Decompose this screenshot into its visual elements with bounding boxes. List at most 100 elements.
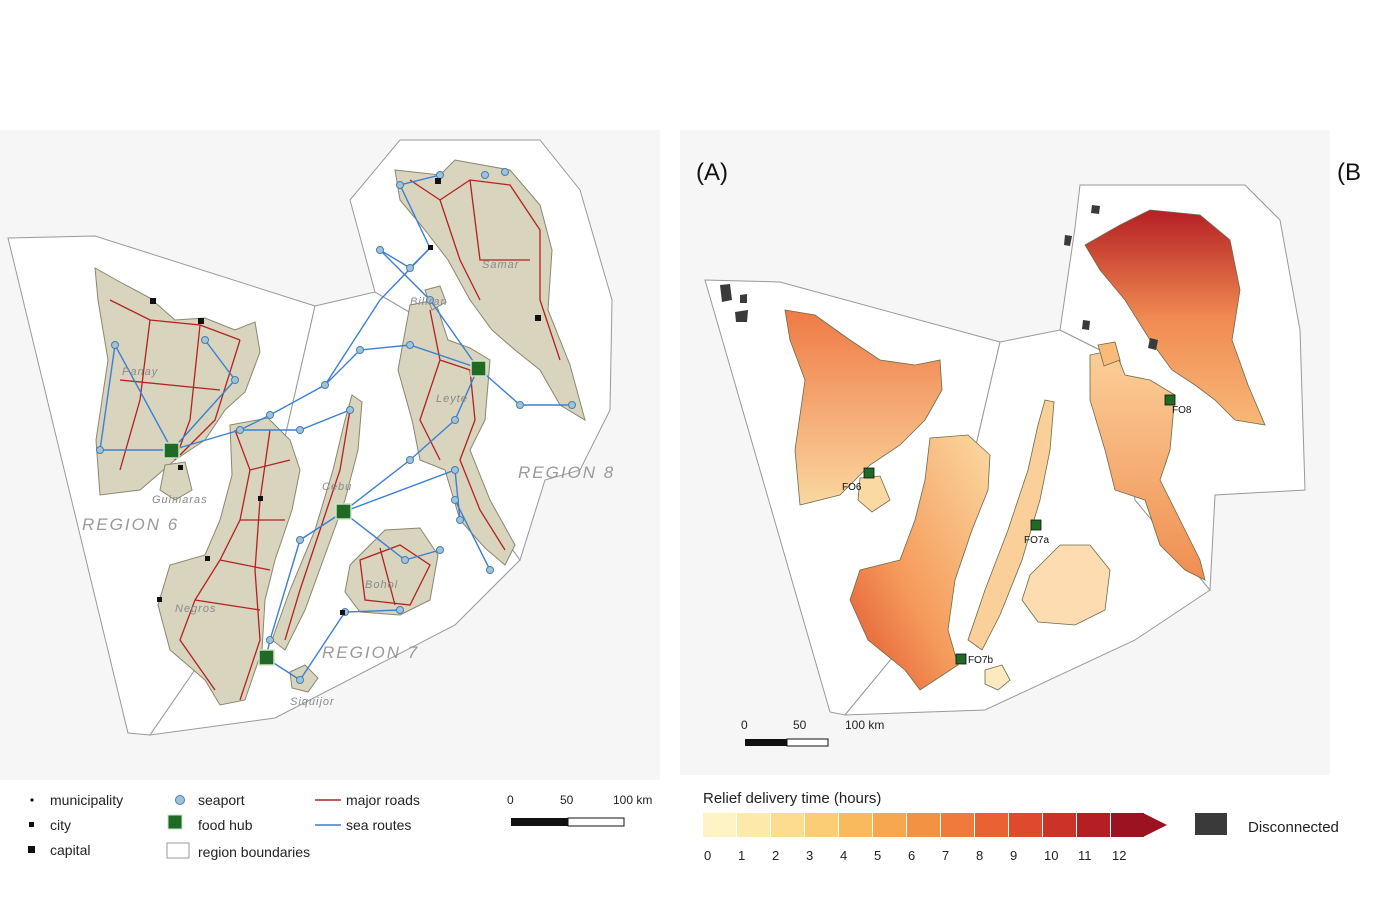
scale-left-50: 50 xyxy=(560,793,574,807)
colorbar-cell xyxy=(1043,813,1076,837)
island-bohol xyxy=(344,527,439,616)
heat-island-bohol xyxy=(1021,544,1111,626)
heat-island-biliran xyxy=(1097,341,1121,367)
scale-right-bar-white xyxy=(786,738,829,747)
legend-municipality: municipality xyxy=(50,792,123,808)
colorbar-cell xyxy=(703,813,736,837)
right-map: FO6 FO7a FO7b FO8 (A) (B 0 50 100 km xyxy=(680,130,1361,775)
island-label-biliran: Biliran xyxy=(410,296,448,308)
heat-island-leyte xyxy=(1089,349,1206,581)
colorbar-arrow xyxy=(1143,813,1167,837)
region-boundary-symbol xyxy=(166,842,190,859)
heat-island-negros xyxy=(849,434,991,691)
capital-symbol xyxy=(28,846,35,853)
scale-right-50: 50 xyxy=(793,718,807,732)
colorbar-tick-label: 0 xyxy=(704,848,711,863)
disconnected-swatch xyxy=(1195,813,1227,835)
colorbar-tick-label: 3 xyxy=(806,848,813,863)
island-siquijor xyxy=(289,664,319,693)
island-label-negros: Negros xyxy=(175,603,216,615)
island-label-leyte: Leyte xyxy=(436,393,468,405)
heat-island-samar xyxy=(1084,209,1266,426)
colorbar-cell xyxy=(1077,813,1110,837)
island-label-panay: Panay xyxy=(122,366,159,378)
colorbar-tick-label: 6 xyxy=(908,848,915,863)
hub-label-fo7a: FO7a xyxy=(1024,535,1049,546)
hub-fo7a xyxy=(1030,519,1042,531)
scale-left-bar-white xyxy=(567,817,625,827)
disconnected-islands xyxy=(720,205,1158,350)
panel-label-a: (A) xyxy=(696,159,728,186)
colorbar-tick-label: 2 xyxy=(772,848,779,863)
seaports xyxy=(96,168,576,684)
legend-city: city xyxy=(50,817,71,833)
island-guimaras xyxy=(159,461,193,501)
island-label-samar: Samar xyxy=(482,259,520,271)
cities xyxy=(150,178,541,615)
colorbar-cell xyxy=(737,813,770,837)
colorbar-cell xyxy=(975,813,1008,837)
food-hubs-left xyxy=(163,360,487,666)
colorbar-cell xyxy=(805,813,838,837)
heat-island-cebu xyxy=(967,399,1055,651)
scale-left-100: 100 km xyxy=(613,793,652,807)
left-legend: municipality city capital seaport food h… xyxy=(28,792,652,860)
colorbar-cell xyxy=(873,813,906,837)
colorbar-tick-label: 11 xyxy=(1078,848,1092,863)
island-label-bohol: Bohol xyxy=(365,579,398,591)
region-label-6: REGION 6 xyxy=(82,515,179,534)
colorbar-tick-label: 5 xyxy=(874,848,881,863)
colorbar-tick-label: 7 xyxy=(942,848,949,863)
legend-seaport: seaport xyxy=(198,792,245,808)
city-symbol xyxy=(29,822,34,827)
colorbar-cell xyxy=(907,813,940,837)
colorbar-tick-label: 9 xyxy=(1010,848,1017,863)
hub-label-fo6: FO6 xyxy=(842,482,862,493)
colorbar-tick-label: 1 xyxy=(738,848,745,863)
hub-fo8 xyxy=(1164,394,1176,406)
scale-left-bar-black xyxy=(511,818,568,826)
colorbar-cell xyxy=(839,813,872,837)
legend-capital: capital xyxy=(50,842,90,858)
scale-right-100: 100 km xyxy=(845,718,884,732)
colorbar-cell xyxy=(941,813,974,837)
colorbar-cells xyxy=(703,813,1144,837)
heat-island-panay xyxy=(784,309,943,506)
hub-label-fo8: FO8 xyxy=(1172,405,1192,416)
colorbar-cell xyxy=(1111,813,1144,837)
colorbar-tick-label: 4 xyxy=(840,848,847,863)
island-panay xyxy=(94,267,261,496)
disconnected-label: Disconnected xyxy=(1248,819,1339,836)
legend-region-boundaries: region boundaries xyxy=(198,844,310,860)
colorbar-tick-label: 8 xyxy=(976,848,983,863)
colorbar-title: Relief delivery time (hours) xyxy=(703,790,881,807)
scale-right-bar-black xyxy=(745,739,787,746)
island-label-cebu: Cebu xyxy=(322,481,352,493)
municipality-symbol xyxy=(30,798,34,802)
island-samar xyxy=(394,159,586,422)
colorbar-ticks: 0 1 2 3 4 5 6 7 8 9 10 11 12 xyxy=(704,848,1126,863)
island-cebu xyxy=(271,394,363,651)
island-label-guimaras: Guimaras xyxy=(152,494,208,506)
food-hub-symbol xyxy=(167,814,183,830)
hub-fo7b xyxy=(955,653,967,665)
legend-major-roads: major roads xyxy=(346,792,420,808)
major-roads xyxy=(109,179,561,701)
food-hubs-right xyxy=(863,394,1176,665)
heat-island-siquijor xyxy=(984,664,1011,691)
legend-food-hub: food hub xyxy=(198,817,253,833)
scale-left-0: 0 xyxy=(507,793,514,807)
hub-fo6 xyxy=(863,467,875,479)
region-label-8: REGION 8 xyxy=(518,463,615,482)
region-label-7: REGION 7 xyxy=(322,643,419,662)
left-map: REGION 6 REGION 7 REGION 8 Panay Guimara… xyxy=(0,130,660,780)
colorbar-tick-label: 10 xyxy=(1044,848,1058,863)
legend-sea-routes: sea routes xyxy=(346,817,411,833)
heat-island-guimaras xyxy=(857,475,891,513)
seaport-symbol xyxy=(175,795,185,805)
colorbar-cell xyxy=(1009,813,1042,837)
hub-label-fo7b: FO7b xyxy=(968,655,993,666)
colorbar-tick-label: 12 xyxy=(1112,848,1126,863)
